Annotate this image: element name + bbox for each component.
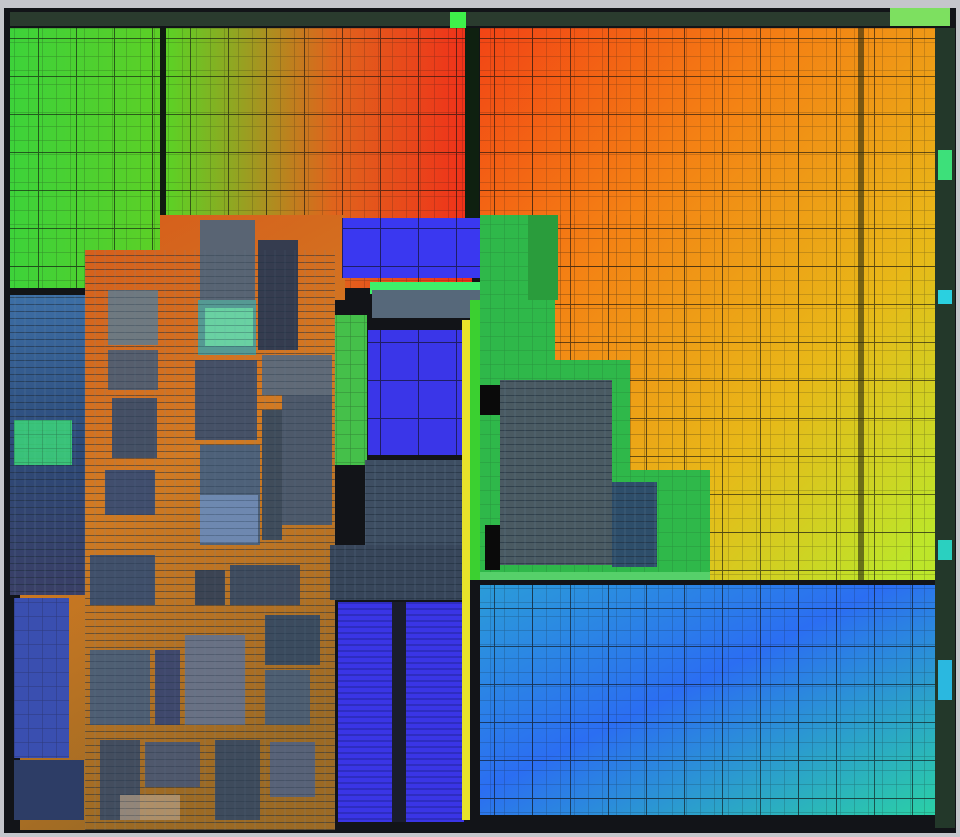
right-pad-strip	[935, 28, 955, 828]
